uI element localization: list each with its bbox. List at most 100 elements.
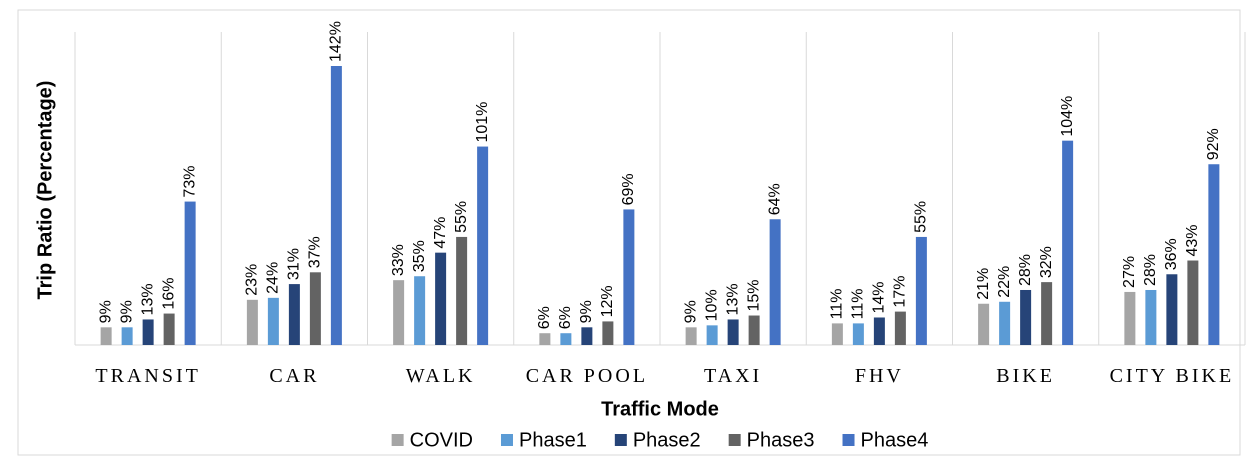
bar (1187, 260, 1199, 345)
data-label: 23% (244, 264, 261, 296)
bar (769, 219, 781, 345)
x-tick-label: TAXI (704, 365, 763, 387)
legend-label: Phase4 (861, 429, 929, 451)
bar (831, 323, 843, 345)
bar (706, 325, 718, 345)
data-label: 21% (975, 268, 992, 300)
bar (623, 209, 635, 345)
bar (560, 333, 572, 345)
data-label: 9% (682, 300, 699, 323)
legend-swatch (614, 434, 627, 446)
bar (852, 323, 864, 345)
data-label: 13% (724, 283, 741, 315)
data-label: 142% (328, 21, 345, 62)
data-label: 92% (1205, 128, 1222, 160)
x-axis-title: Traffic Mode (601, 398, 719, 420)
data-label: 22% (996, 266, 1013, 298)
data-label: 14% (871, 281, 888, 313)
data-label: 33% (390, 244, 407, 276)
bar (477, 146, 489, 345)
data-label: 12% (599, 285, 616, 317)
data-label: 31% (286, 248, 303, 280)
bar (581, 327, 593, 345)
legend-swatch (728, 434, 741, 446)
y-axis-title: Trip Ratio (Percentage) (34, 81, 56, 300)
data-label: 6% (557, 306, 574, 329)
bar (1062, 140, 1074, 345)
data-label: 35% (411, 240, 428, 272)
data-label: 6% (536, 306, 553, 329)
legend-swatch (500, 434, 513, 446)
x-tick-label: FHV (854, 365, 904, 387)
bar (267, 297, 279, 345)
data-label: 9% (97, 300, 114, 323)
data-label: 36% (1163, 238, 1180, 270)
bar (1041, 282, 1053, 345)
bar (330, 66, 342, 345)
bar (309, 272, 321, 345)
data-label: 15% (745, 279, 762, 311)
bar (1124, 291, 1136, 345)
bar (163, 313, 175, 345)
x-tick-label: CITY BIKE (1109, 365, 1235, 387)
data-label: 17% (892, 276, 909, 308)
bar (999, 301, 1011, 345)
data-label: 69% (620, 173, 637, 205)
data-label: 32% (1038, 246, 1055, 278)
data-label: 28% (1142, 254, 1159, 286)
bar (685, 327, 697, 345)
data-label: 101% (474, 102, 491, 143)
bar (748, 315, 760, 345)
legend-label: Phase2 (633, 429, 701, 451)
data-label: 55% (453, 201, 470, 233)
bar (915, 236, 927, 345)
data-label: 55% (913, 201, 930, 233)
bar (1208, 164, 1220, 345)
x-tick-label: CAR POOL (525, 365, 649, 387)
bar (1166, 274, 1178, 345)
data-label: 11% (850, 289, 867, 320)
x-tick-label: CAR (269, 365, 320, 387)
x-tick-label: WALK (405, 365, 476, 387)
data-label: 13% (139, 283, 156, 315)
data-label: 16% (160, 278, 177, 310)
bar (288, 284, 300, 345)
bar (978, 303, 990, 345)
bar (539, 333, 551, 345)
legend-label: Phase1 (519, 429, 587, 451)
bar (456, 236, 468, 345)
bar (894, 311, 906, 345)
data-label: 9% (118, 300, 135, 323)
data-label: 28% (1017, 254, 1034, 286)
bar (1145, 289, 1157, 345)
bar (142, 319, 154, 345)
data-label: 104% (1059, 96, 1076, 137)
legend-swatch (842, 434, 855, 446)
data-label: 64% (766, 183, 783, 215)
data-label: 11% (829, 289, 846, 320)
data-label: 27% (1121, 256, 1138, 288)
data-label: 24% (265, 262, 282, 294)
bar (602, 321, 614, 345)
data-label: 43% (1184, 224, 1201, 256)
bar (414, 276, 426, 345)
bar (246, 299, 258, 345)
data-label: 10% (703, 289, 720, 321)
bar (393, 280, 405, 345)
data-label: 47% (432, 217, 449, 249)
legend-label: COVID (410, 429, 473, 451)
x-tick-label: BIKE (996, 365, 1055, 387)
data-label: 73% (181, 166, 198, 198)
bar (727, 319, 739, 345)
data-label: 37% (307, 236, 324, 268)
bar (435, 252, 447, 345)
bar (100, 327, 112, 345)
bar (1020, 289, 1032, 345)
bar (184, 201, 196, 345)
bar (873, 317, 885, 345)
data-label: 9% (578, 300, 595, 323)
x-tick-label: TRANSIT (95, 365, 201, 387)
legend-swatch (391, 434, 404, 446)
